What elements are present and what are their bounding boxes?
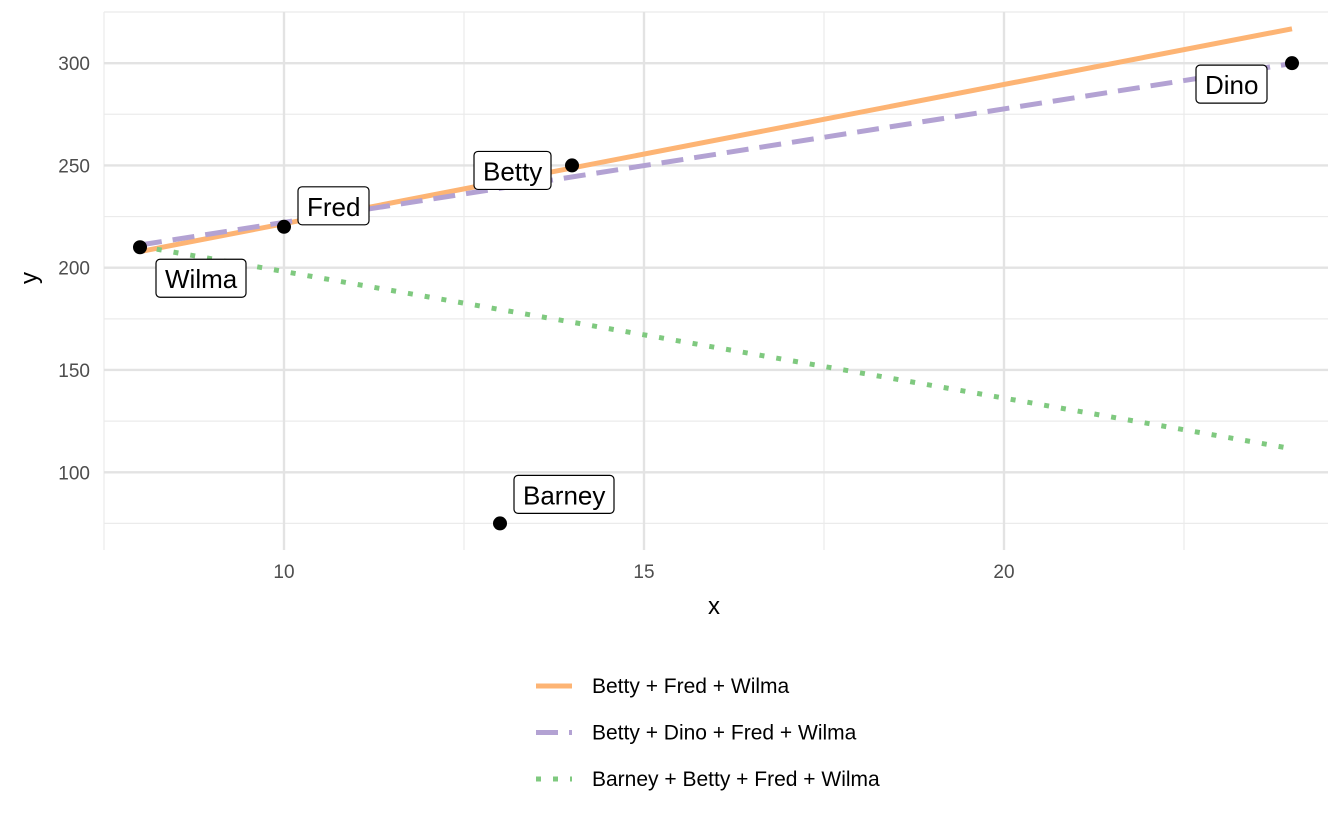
point-fred (277, 219, 291, 234)
x-tick-label: 10 (273, 562, 294, 583)
label-box (155, 258, 247, 298)
y-tick-label: 300 (58, 54, 90, 75)
x-axis-title: x (708, 593, 720, 620)
label-barney: Barney (513, 474, 615, 515)
legend-item-1: Betty + Fred + Wilma (536, 675, 790, 698)
label-betty: Betty (473, 150, 552, 191)
x-tick-labels: 10 15 20 (273, 562, 1014, 583)
legend-item-3: Barney + Betty + Fred + Wilma (536, 768, 880, 791)
legend-label: Barney + Betty + Fred + Wilma (592, 768, 880, 791)
label-text: Wilma (165, 264, 238, 294)
data-points (133, 56, 1299, 531)
x-tick-label: 20 (993, 562, 1014, 583)
label-text: Fred (307, 192, 360, 222)
label-dino: Dino (1195, 64, 1268, 104)
point-labels: Wilma Fred Barney Betty Dino (155, 64, 1268, 515)
label-text: Betty (483, 156, 542, 186)
y-tick-label: 100 (58, 463, 90, 484)
point-barney (493, 516, 507, 531)
point-dino (1285, 56, 1299, 71)
legend-item-2: Betty + Dino + Fred + Wilma (536, 722, 857, 745)
y-tick-label: 150 (58, 361, 90, 382)
label-wilma: Wilma (155, 258, 247, 298)
y-tick-label: 200 (58, 259, 90, 280)
legend: Betty + Fred + Wilma Betty + Dino + Fred … (536, 675, 880, 791)
legend-label: Betty + Dino + Fred + Wilma (592, 722, 857, 745)
label-text: Dino (1205, 70, 1258, 100)
label-box (297, 186, 370, 226)
major-gridlines (104, 12, 1328, 550)
point-wilma (133, 240, 147, 255)
label-box (513, 474, 615, 515)
series-line-2 (139, 61, 1293, 248)
label-text: Barney (523, 480, 605, 510)
label-box (1195, 64, 1268, 104)
series-line-3 (139, 243, 1293, 452)
point-betty (565, 158, 579, 173)
x-tick-label: 15 (633, 562, 654, 583)
label-box (473, 150, 552, 191)
y-tick-label: 250 (58, 156, 90, 177)
label-fred: Fred (297, 186, 370, 226)
series-lines (139, 26, 1293, 452)
y-tick-labels: 100 150 200 250 300 (58, 54, 90, 484)
legend-label: Betty + Fred + Wilma (592, 675, 790, 698)
y-axis-title: y (16, 272, 43, 284)
minor-gridlines (103, 11, 1328, 550)
